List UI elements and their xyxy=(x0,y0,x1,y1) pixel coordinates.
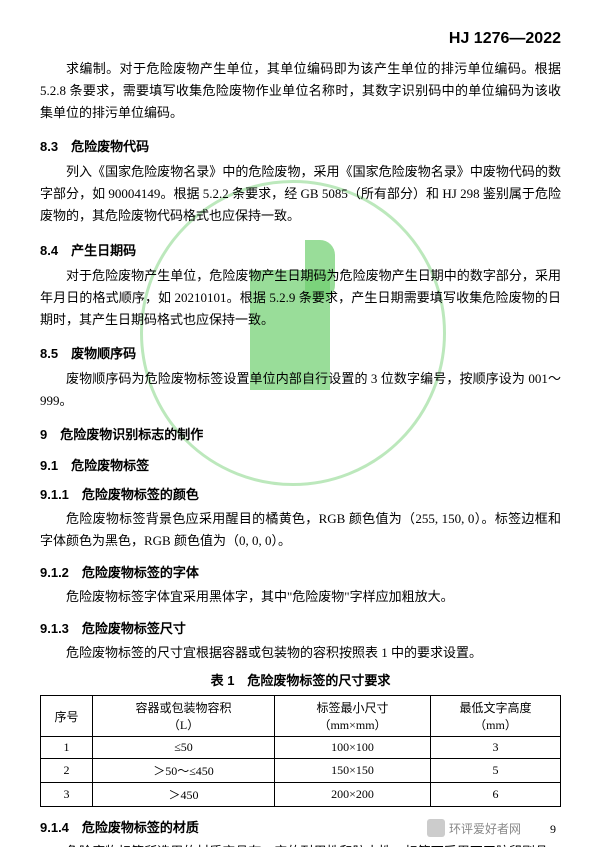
th-2: 标签最小尺寸（mm×mm） xyxy=(275,696,431,737)
th-0: 序号 xyxy=(41,696,93,737)
heading-8-5: 8.5 废物顺序码 xyxy=(40,343,561,362)
heading-8-4: 8.4 产生日期码 xyxy=(40,240,561,259)
para-intro: 求编制。对于危险废物产生单位，其单位编码即为该产生单位的排污单位编码。根据 5.… xyxy=(40,58,561,124)
td: 3 xyxy=(431,737,561,759)
td: 150×150 xyxy=(275,759,431,783)
heading-9-1: 9.1 危险废物标签 xyxy=(40,455,561,474)
para-9-1-2: 危险废物标签字体宜采用黑体字，其中"危险废物"字样应加粗放大。 xyxy=(40,586,561,608)
th-3: 最低文字高度（mm） xyxy=(431,696,561,737)
td: ＞450 xyxy=(93,783,275,807)
document-page: HJ 1276—2022 求编制。对于危险废物产生单位，其单位编码即为该产生单位… xyxy=(0,0,601,847)
heading-8-3: 8.3 危险废物代码 xyxy=(40,136,561,155)
table-1: 序号 容器或包装物容积（L） 标签最小尺寸（mm×mm） 最低文字高度（mm） … xyxy=(40,695,561,807)
td: ≤50 xyxy=(93,737,275,759)
table-row: 3 ＞450 200×200 6 xyxy=(41,783,561,807)
td: 5 xyxy=(431,759,561,783)
td: 6 xyxy=(431,783,561,807)
td: ＞50～≤450 xyxy=(93,759,275,783)
doc-code: HJ 1276—2022 xyxy=(40,30,561,48)
td: 100×100 xyxy=(275,737,431,759)
table-row: 2 ＞50～≤450 150×150 5 xyxy=(41,759,561,783)
page-content: HJ 1276—2022 求编制。对于危险废物产生单位，其单位编码即为该产生单位… xyxy=(40,30,561,847)
td: 2 xyxy=(41,759,93,783)
table-1-caption: 表 1 危险废物标签的尺寸要求 xyxy=(40,670,561,689)
para-9-1-3: 危险废物标签的尺寸宜根据容器或包装物的容积按照表 1 中的要求设置。 xyxy=(40,642,561,664)
para-9-1-4: 危险废物标签所选用的材质宜具有一定的耐用性和防水性。标签可采用不干胶印刷品，或印… xyxy=(40,841,561,847)
para-8-3: 列入《国家危险废物名录》中的危险废物，采用《国家危险废物名录》中废物代码的数字部… xyxy=(40,161,561,227)
td: 3 xyxy=(41,783,93,807)
heading-9-1-1: 9.1.1 危险废物标签的颜色 xyxy=(40,484,561,503)
td: 1 xyxy=(41,737,93,759)
table-row: 1 ≤50 100×100 3 xyxy=(41,737,561,759)
heading-9: 9 危险废物识别标志的制作 xyxy=(40,424,561,443)
table-header-row: 序号 容器或包装物容积（L） 标签最小尺寸（mm×mm） 最低文字高度（mm） xyxy=(41,696,561,737)
heading-9-1-4: 9.1.4 危险废物标签的材质 xyxy=(40,817,561,836)
para-8-4: 对于危险废物产生单位，危险废物产生日期码为危险废物产生日期中的数字部分，采用年月… xyxy=(40,265,561,331)
td: 200×200 xyxy=(275,783,431,807)
th-1: 容器或包装物容积（L） xyxy=(93,696,275,737)
para-9-1-1: 危险废物标签背景色应采用醒目的橘黄色，RGB 颜色值为（255, 150, 0）… xyxy=(40,508,561,552)
heading-9-1-3: 9.1.3 危险废物标签尺寸 xyxy=(40,618,561,637)
para-8-5: 废物顺序码为危险废物标签设置单位内部自行设置的 3 位数字编号，按顺序设为 00… xyxy=(40,368,561,412)
heading-9-1-2: 9.1.2 危险废物标签的字体 xyxy=(40,562,561,581)
